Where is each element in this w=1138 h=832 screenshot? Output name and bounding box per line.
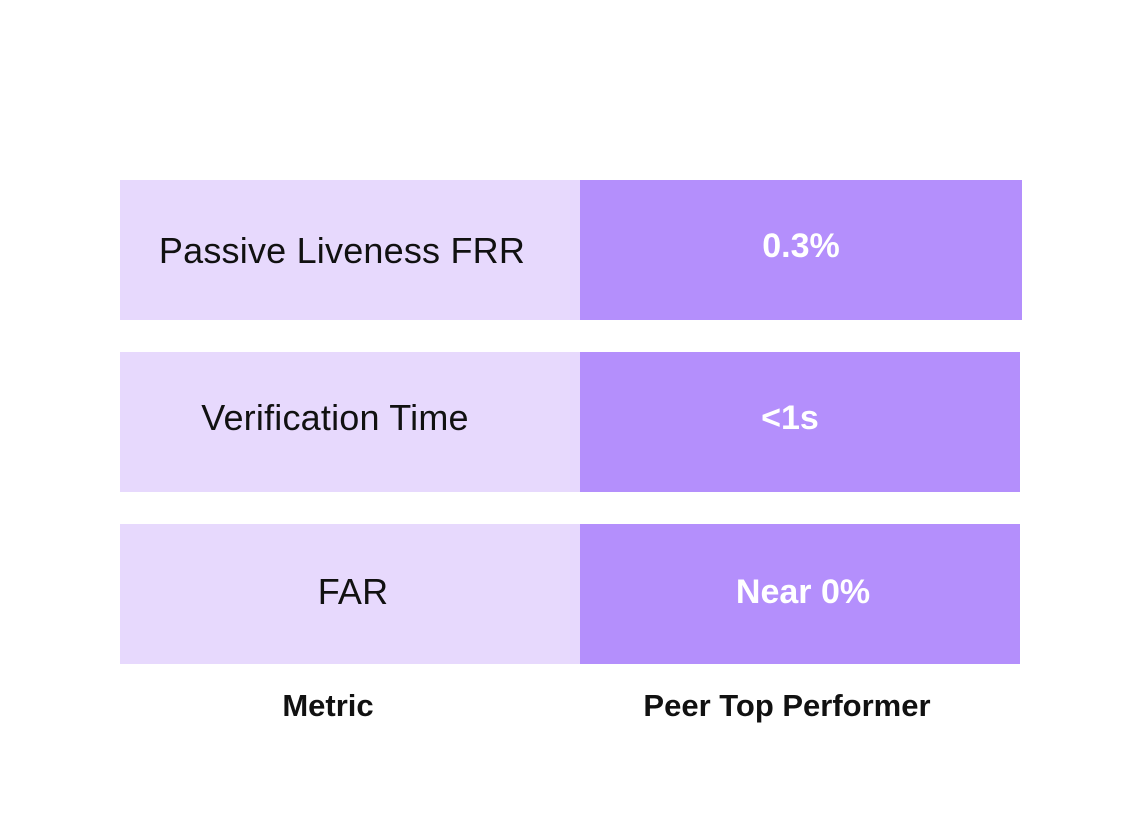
table-row: Verification Time <1s [120,352,1022,492]
table-row: Passive Liveness FRR 0.3% [120,180,1022,320]
value-label: Near 0% [735,572,871,611]
metric-column-header: Metric [120,688,580,724]
metric-cell: Passive Liveness FRR [120,180,580,320]
value-cell: Near 0% [580,524,1020,664]
value-label: 0.3% [762,226,840,265]
value-cell: <1s [580,352,1020,492]
metric-label: Passive Liveness FRR [158,230,526,271]
metric-header-label: Metric [282,688,374,723]
value-header-label: Peer Top Performer [643,688,931,723]
column-headers: Metric Peer Top Performer [120,684,1022,728]
value-label: <1s [761,398,819,437]
metric-cell: Verification Time [120,352,580,492]
value-column-header: Peer Top Performer [580,688,1022,724]
table-row: FAR Near 0% [120,524,1022,664]
comparison-table: Passive Liveness FRR 0.3% Verification T… [120,180,1022,664]
metric-cell: FAR [120,524,580,664]
metric-label: Verification Time [201,397,469,438]
value-cell: 0.3% [580,180,1022,320]
metric-label: FAR [317,571,389,612]
